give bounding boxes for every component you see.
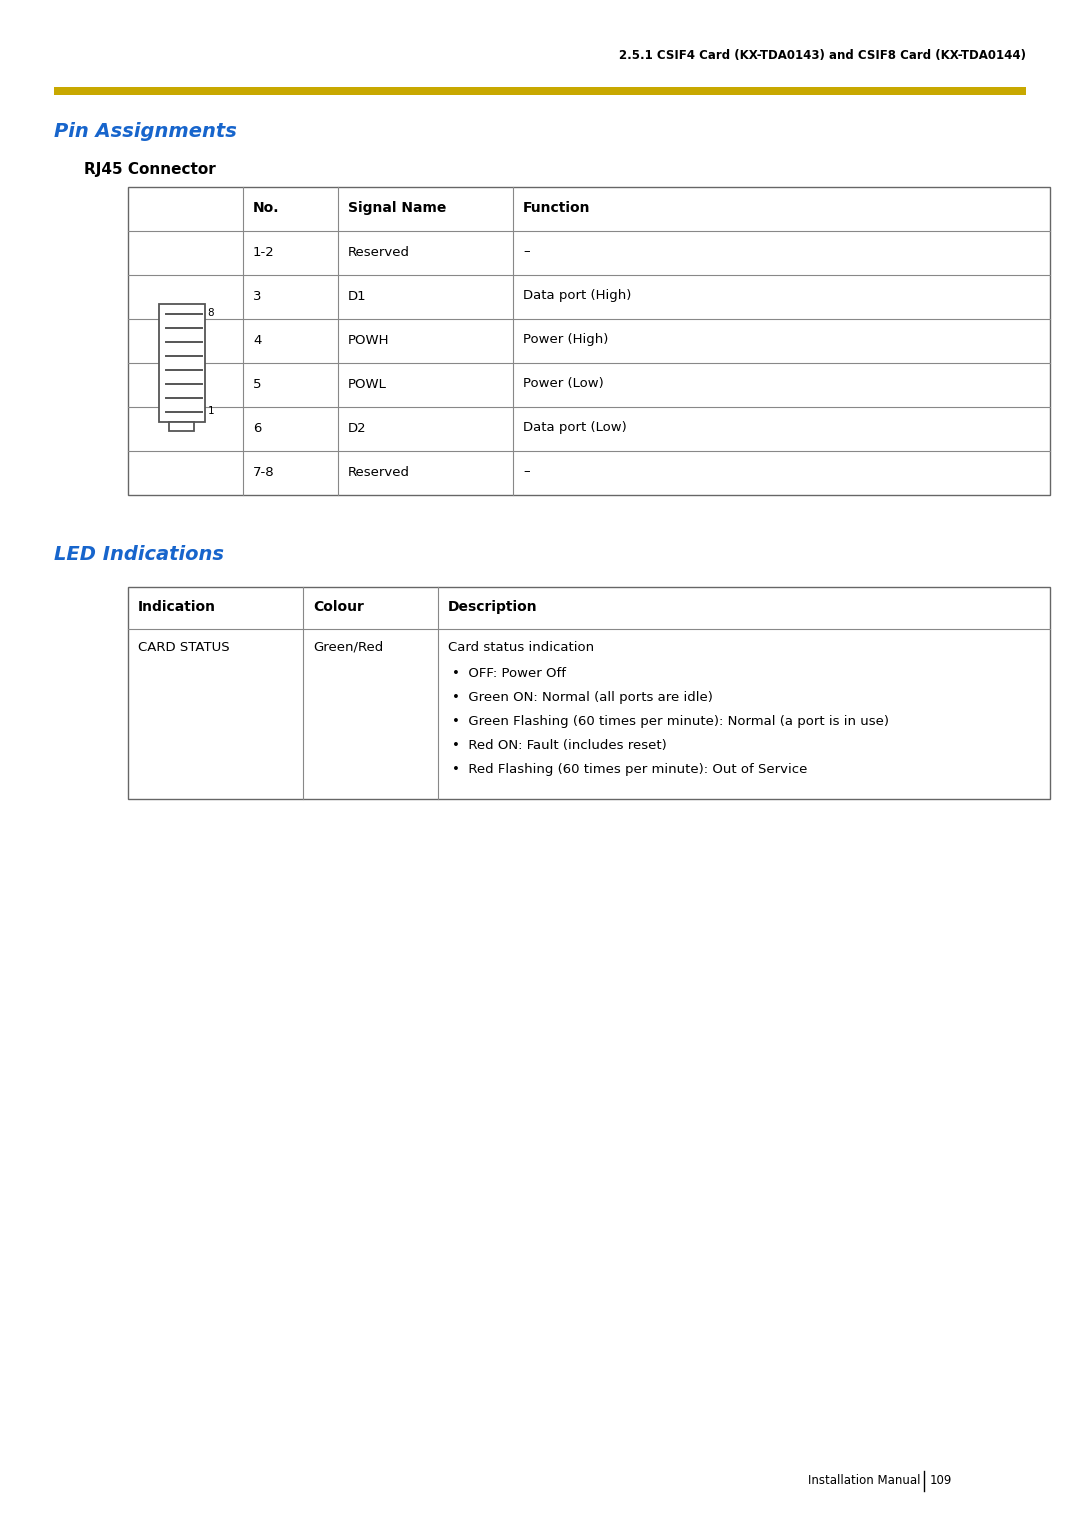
Text: Data port (Low): Data port (Low) <box>523 421 626 435</box>
Text: 8: 8 <box>207 308 214 318</box>
Text: 1-2: 1-2 <box>253 246 274 258</box>
Text: LED Indications: LED Indications <box>54 545 224 563</box>
Text: Power (Low): Power (Low) <box>523 377 604 391</box>
Text: Reserved: Reserved <box>348 246 410 258</box>
Bar <box>159 304 204 421</box>
Text: Card status indication: Card status indication <box>448 641 594 654</box>
Text: 7-8: 7-8 <box>253 466 274 478</box>
Text: Signal Name: Signal Name <box>348 202 446 215</box>
Text: D1: D1 <box>348 290 366 302</box>
Text: POWL: POWL <box>348 377 387 391</box>
Text: 5: 5 <box>253 377 261 391</box>
Text: D2: D2 <box>348 421 366 435</box>
Text: 3: 3 <box>253 290 261 302</box>
Text: •  Green Flashing (60 times per minute): Normal (a port is in use): • Green Flashing (60 times per minute): … <box>453 715 889 728</box>
Text: Green/Red: Green/Red <box>313 641 383 654</box>
Text: •  OFF: Power Off: • OFF: Power Off <box>453 667 566 680</box>
Text: 4: 4 <box>253 333 261 347</box>
Bar <box>129 186 1050 495</box>
Bar <box>54 87 1026 95</box>
Text: Data port (High): Data port (High) <box>523 290 632 302</box>
Text: •  Green ON: Normal (all ports are idle): • Green ON: Normal (all ports are idle) <box>453 692 713 704</box>
Text: Reserved: Reserved <box>348 466 410 478</box>
Text: •  Red Flashing (60 times per minute): Out of Service: • Red Flashing (60 times per minute): Ou… <box>453 764 808 776</box>
Text: Colour: Colour <box>313 600 364 614</box>
Text: Power (High): Power (High) <box>523 333 608 347</box>
Text: No.: No. <box>253 202 280 215</box>
Text: Indication: Indication <box>138 600 216 614</box>
Text: –: – <box>523 466 529 478</box>
Bar <box>168 421 194 431</box>
Bar <box>129 586 1050 799</box>
Text: Pin Assignments: Pin Assignments <box>54 122 237 140</box>
Text: 6: 6 <box>253 421 261 435</box>
Text: Function: Function <box>523 202 591 215</box>
Text: Installation Manual: Installation Manual <box>808 1475 920 1487</box>
Text: 1: 1 <box>207 406 214 415</box>
Text: RJ45 Connector: RJ45 Connector <box>84 162 216 177</box>
Text: 109: 109 <box>930 1475 953 1487</box>
Text: POWH: POWH <box>348 333 390 347</box>
Text: –: – <box>523 246 529 258</box>
Text: CARD STATUS: CARD STATUS <box>138 641 230 654</box>
Text: •  Red ON: Fault (includes reset): • Red ON: Fault (includes reset) <box>453 739 666 751</box>
Text: Description: Description <box>448 600 538 614</box>
Text: 2.5.1 CSIF4 Card (KX-TDA0143) and CSIF8 Card (KX-TDA0144): 2.5.1 CSIF4 Card (KX-TDA0143) and CSIF8 … <box>619 49 1026 63</box>
